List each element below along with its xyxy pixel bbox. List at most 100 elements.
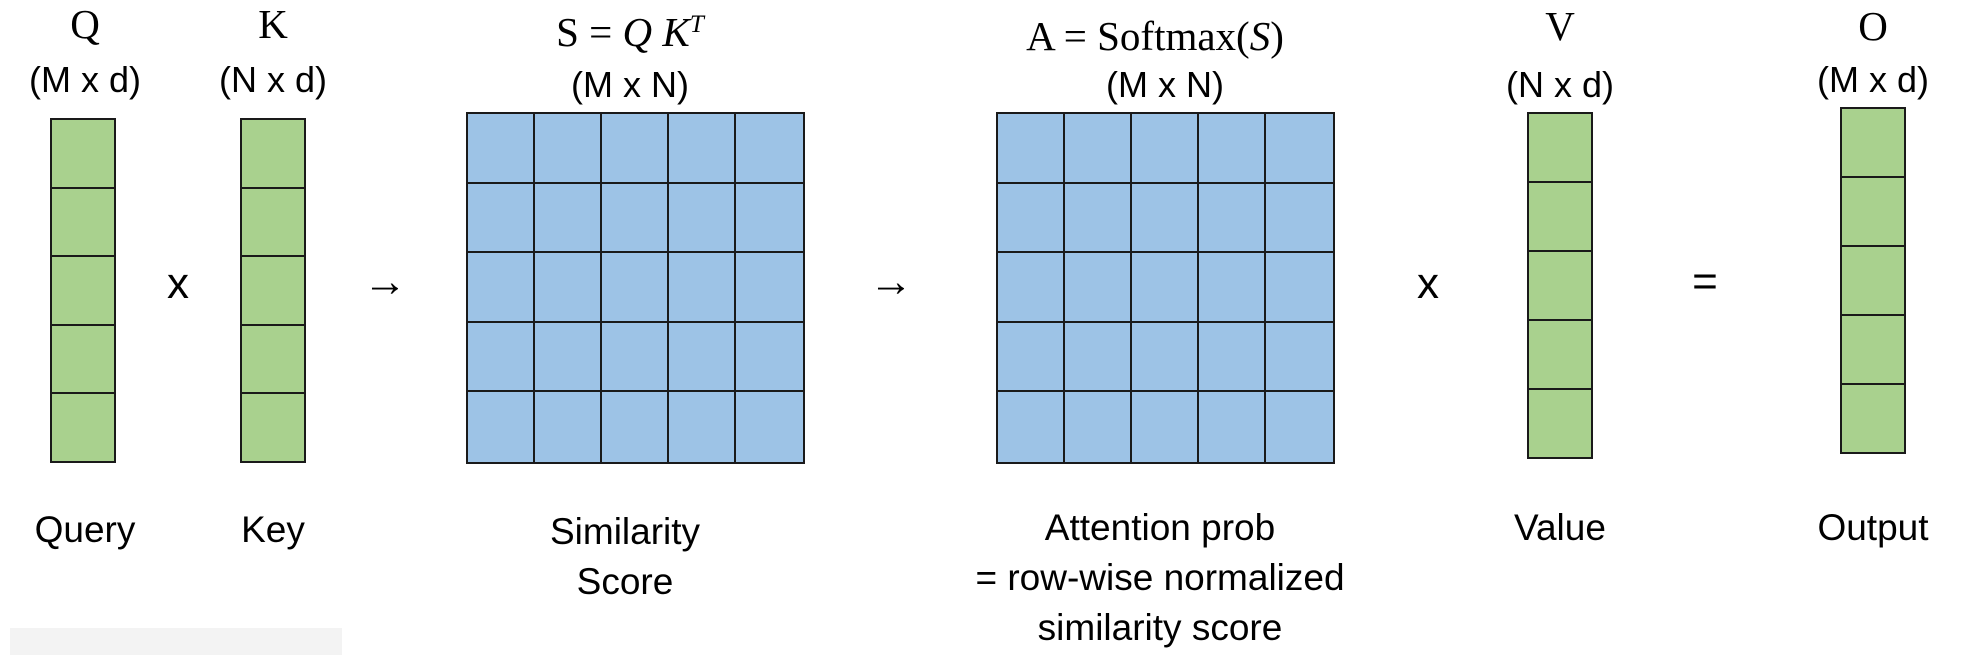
matrix-cell: [998, 253, 1065, 323]
vector-cell: [242, 188, 304, 258]
attention-caption-line3: similarity score: [1037, 607, 1283, 648]
matrix-cell: [669, 392, 736, 462]
matrix-cell: [468, 322, 535, 393]
multiply-operator: x: [1417, 259, 1439, 308]
matrix-cell: [1065, 392, 1132, 462]
matrix-cell: [602, 183, 669, 254]
matrix-cell: [1065, 253, 1132, 323]
matrix-cell: [535, 183, 602, 254]
similarity-dims: (M x N): [571, 64, 689, 105]
matrix-cell: [1065, 183, 1132, 254]
matrix-cell: [1199, 253, 1266, 323]
matrix-cell: [1132, 114, 1199, 184]
matrix-cell: [1132, 322, 1199, 393]
key-dims: (N x d): [219, 59, 327, 100]
vector-cell: [1842, 247, 1904, 316]
matrix-cell: [1199, 322, 1266, 393]
attention-caption-line1: Attention prob: [1044, 507, 1276, 548]
value-caption: Value: [1514, 507, 1606, 548]
matrix-cell: [1132, 392, 1199, 462]
query-vector: [50, 118, 116, 463]
key-symbol: K: [258, 1, 288, 47]
matrix-cell: [1199, 392, 1266, 462]
matrix-cell: [535, 114, 602, 184]
matrix-cell: [468, 114, 535, 184]
attention-formula-arg: S: [1249, 13, 1271, 59]
matrix-cell: [602, 253, 669, 323]
similarity-formula-k: K: [662, 9, 690, 55]
arrow-icon: →: [869, 257, 913, 306]
cropped-footer-strip: [10, 628, 342, 655]
attention-caption-line2: = row-wise normalized: [975, 557, 1345, 598]
vector-cell: [1842, 109, 1904, 178]
query-caption: Query: [34, 509, 136, 550]
query-dims: (M x d): [29, 59, 141, 100]
matrix-cell: [1266, 253, 1333, 323]
output-dims: (M x d): [1817, 59, 1929, 100]
matrix-cell: [736, 183, 803, 254]
vector-cell: [1529, 183, 1591, 252]
similarity-matrix: [466, 112, 805, 464]
matrix-cell: [602, 114, 669, 184]
matrix-cell: [1266, 114, 1333, 184]
matrix-cell: [736, 114, 803, 184]
matrix-cell: [998, 392, 1065, 462]
value-dims: (N x d): [1506, 64, 1614, 105]
output-symbol: O: [1858, 3, 1888, 49]
vector-cell: [52, 325, 114, 395]
matrix-cell: [535, 322, 602, 393]
attention-matrix: [996, 112, 1335, 464]
matrix-cell: [669, 114, 736, 184]
matrix-cell: [1132, 183, 1199, 254]
matrix-cell: [669, 183, 736, 254]
similarity-formula-lhs: S =: [556, 9, 623, 55]
similarity-formula: S = Q KT: [480, 10, 780, 54]
vector-cell: [242, 257, 304, 326]
matrix-cell: [1065, 114, 1132, 184]
value-vector: [1527, 112, 1593, 459]
vector-cell: [52, 120, 114, 189]
output-vector: [1840, 107, 1906, 454]
vector-cell: [1842, 178, 1904, 247]
similarity-formula-q: Q: [622, 9, 653, 55]
query-symbol: Q: [70, 1, 100, 47]
vector-cell: [242, 120, 304, 189]
value-symbol: V: [1545, 3, 1575, 49]
arrow-icon: →: [363, 257, 407, 306]
attention-formula-lhs: A = Softmax(: [1026, 13, 1250, 59]
matrix-cell: [468, 253, 535, 323]
matrix-cell: [1199, 183, 1266, 254]
matrix-cell: [1266, 183, 1333, 254]
attention-dims: (M x N): [1106, 64, 1224, 105]
vector-cell: [242, 394, 304, 461]
matrix-cell: [736, 253, 803, 323]
attention-formula-rhs: ): [1270, 13, 1284, 59]
similarity-formula-transpose: T: [689, 10, 704, 39]
matrix-cell: [998, 322, 1065, 393]
matrix-cell: [669, 253, 736, 323]
matrix-cell: [535, 392, 602, 462]
matrix-cell: [736, 322, 803, 393]
vector-cell: [1842, 385, 1904, 452]
vector-cell: [242, 325, 304, 395]
vector-cell: [1529, 321, 1591, 390]
attention-formula: A = Softmax(S): [985, 14, 1325, 58]
matrix-cell: [1132, 253, 1199, 323]
similarity-caption-line2: Score: [576, 561, 674, 602]
multiply-operator: x: [167, 259, 189, 308]
similarity-caption-line1: Similarity: [549, 511, 701, 552]
vector-cell: [1529, 390, 1591, 457]
matrix-cell: [535, 253, 602, 323]
key-caption: Key: [241, 509, 305, 550]
matrix-cell: [736, 392, 803, 462]
matrix-cell: [1065, 322, 1132, 393]
vector-cell: [1529, 252, 1591, 321]
matrix-cell: [602, 322, 669, 393]
matrix-cell: [998, 114, 1065, 184]
vector-cell: [1529, 114, 1591, 183]
output-caption: Output: [1817, 507, 1929, 548]
vector-cell: [1842, 316, 1904, 385]
matrix-cell: [1266, 392, 1333, 462]
matrix-cell: [669, 322, 736, 393]
matrix-cell: [1199, 114, 1266, 184]
